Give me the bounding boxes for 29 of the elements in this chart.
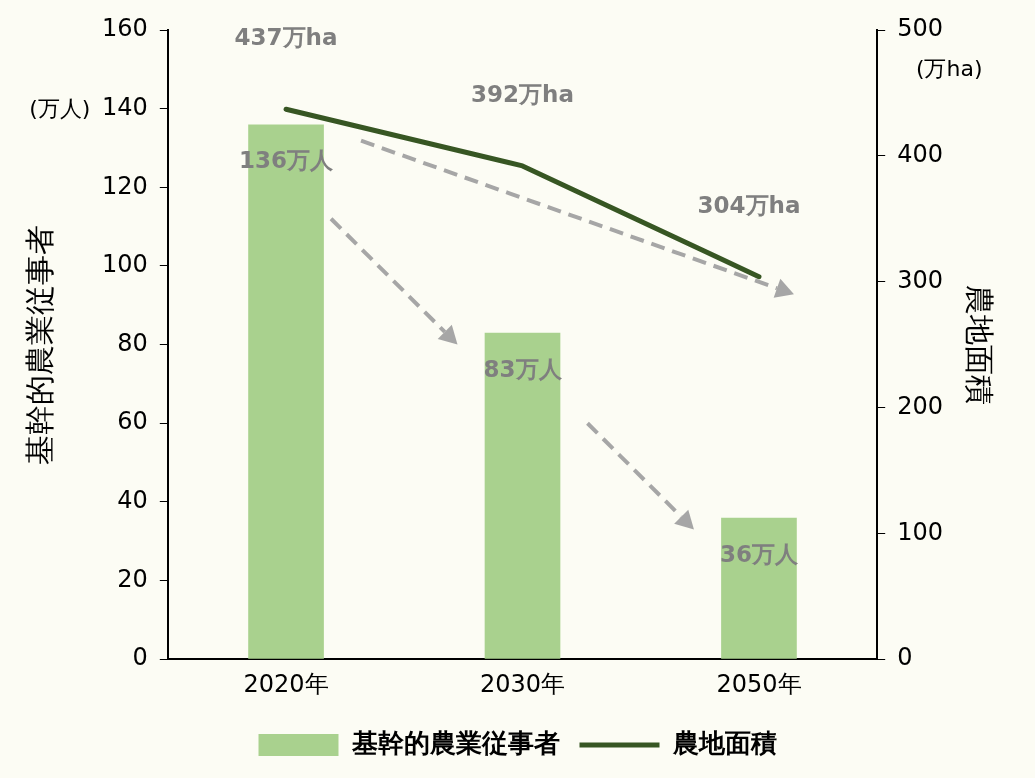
y-tick-label: 160 [102,14,148,43]
data-label: 392万ha [471,80,574,107]
y2-tick-label: 500 [897,14,943,43]
y-tick-label: 60 [117,407,148,436]
y-tick-label: 120 [102,171,148,200]
y2-tick-label: 200 [897,391,943,420]
y2-tick-label: 100 [897,517,943,546]
y-tick-label: 40 [117,486,148,515]
x-tick-label: 2030年 [479,669,566,698]
legend-label: 農地面積 [671,727,777,758]
data-label: 304万ha [697,191,801,218]
y-tick-label: 140 [102,92,148,121]
text: (万ha) [915,55,983,81]
legend-label: 基幹的農業従事者 [350,727,560,758]
x-tick-label: 2050年 [716,669,802,698]
data-label: 437万ha [234,24,338,51]
y2-tick-label: 0 [897,643,913,672]
bar [721,517,797,659]
y2-axis-title: 農地面積 [962,284,998,405]
y2-tick-label: 400 [897,140,943,169]
y-tick-label: 20 [117,564,148,593]
x-tick-label: 2020年 [243,669,329,698]
y-tick-label: 100 [102,250,148,279]
y-tick-label: 0 [132,643,148,672]
text: (万人) [29,96,91,122]
y-tick-label: 80 [117,328,148,357]
y-axis-title: 基幹的農業従事者 [21,224,57,465]
y2-tick-label: 300 [897,265,943,294]
bar [484,332,561,659]
